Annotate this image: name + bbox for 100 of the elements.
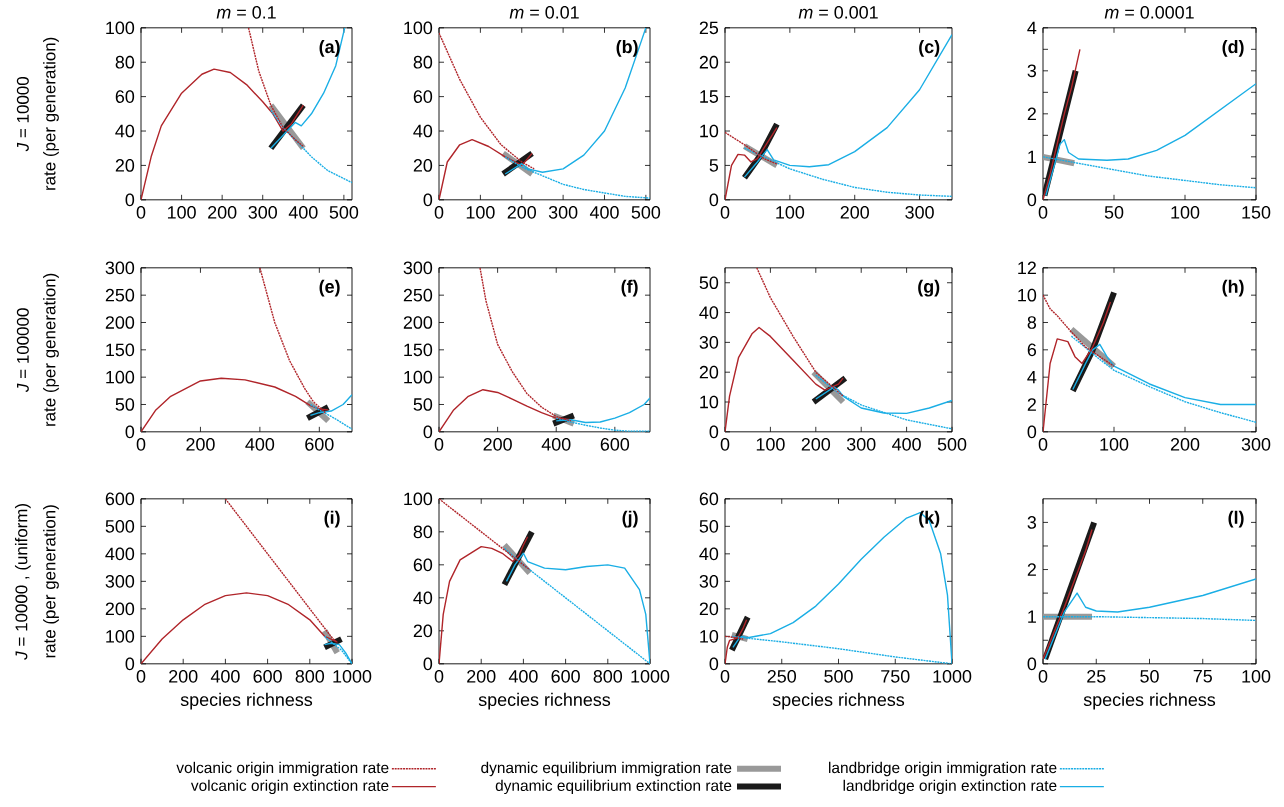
x-tick-label: 500 xyxy=(329,206,359,219)
y-tick-label: 20 xyxy=(699,55,719,69)
x-tick-label: 400 xyxy=(541,438,571,451)
x-axis-title: species richness xyxy=(772,692,905,710)
y-tick-label: 10 xyxy=(700,395,719,409)
x-tick-label: 1000 xyxy=(333,670,372,683)
y-tick-label: 0 xyxy=(709,193,719,207)
y-tick-label: 0 xyxy=(423,657,433,671)
x-tick-label: 0 xyxy=(1038,438,1048,451)
x-tick-label: 0 xyxy=(1038,206,1048,219)
y-tick-label: 3 xyxy=(1027,516,1037,529)
x-axis-title: species richness xyxy=(1083,692,1216,710)
text: J = 100000 xyxy=(16,308,29,393)
y-tick-label: 2 xyxy=(1027,107,1036,121)
chart-title: m = 0.01 xyxy=(509,6,579,19)
x-tick-label: 100 xyxy=(466,206,495,219)
x-tick-label: 400 xyxy=(245,438,275,451)
y-tick-label: 400 xyxy=(105,547,135,561)
y-tick-label: 0 xyxy=(709,657,719,671)
y-tick-label: 1 xyxy=(1028,610,1036,623)
y-axis-title: rate (per generation) xyxy=(43,37,59,190)
y-tick-label: 30 xyxy=(699,336,719,349)
annotation: (i) xyxy=(324,510,340,528)
y-tick-label: 50 xyxy=(115,398,135,411)
y-tick-label: 300 xyxy=(105,261,135,275)
legend-label: dynamic equilibrium extinction rate xyxy=(495,779,732,795)
x-tick-label: 25 xyxy=(1087,670,1106,683)
x-tick-label: 400 xyxy=(589,206,619,219)
y-tick-label: 2 xyxy=(1027,398,1036,411)
y-tick-label: 200 xyxy=(105,316,135,329)
y-tick-label: 8 xyxy=(1027,316,1037,329)
y-tick-label: 0 xyxy=(125,657,135,671)
legend-label: landbridge origin extinction rate xyxy=(843,779,1057,795)
y-tick-label: 40 xyxy=(413,591,433,605)
x-tick-label: 200 xyxy=(801,438,831,451)
y-tick-label: 300 xyxy=(403,261,433,275)
chart-title: m = 0.1 xyxy=(216,6,276,19)
y-axis-title: rate (per generation) xyxy=(43,273,59,426)
x-tick-label: 600 xyxy=(253,670,282,683)
x-tick-label: 400 xyxy=(892,438,921,451)
y-tick-label: 100 xyxy=(404,492,433,506)
y-tick-label: 20 xyxy=(699,365,719,379)
y-tick-label: 10 xyxy=(700,124,719,138)
x-tick-label: 500 xyxy=(631,206,661,219)
y-tick-label: 20 xyxy=(413,624,433,638)
x-tick-label: 200 xyxy=(507,206,537,219)
y-axis-title: rate (per generation) xyxy=(43,505,59,658)
x-tick-label: 300 xyxy=(905,206,934,219)
y-tick-label: 250 xyxy=(105,288,135,302)
y-tick-label: 20 xyxy=(115,159,135,172)
x-tick-label: 0 xyxy=(434,438,444,451)
text: J = 10000 xyxy=(16,77,29,152)
y-tick-label: 5 xyxy=(709,159,719,172)
x-tick-label: 200 xyxy=(186,438,215,451)
x-tick-label: 100 xyxy=(1171,206,1200,219)
x-tick-label: 600 xyxy=(305,438,334,451)
chart-title: m = 0.001 xyxy=(798,6,878,19)
x-tick-label: 0 xyxy=(136,438,146,451)
annotation: (g) xyxy=(918,279,940,297)
y-tick-label: 40 xyxy=(699,547,719,561)
x-tick-label: 300 xyxy=(1241,438,1271,451)
x-tick-label: 0 xyxy=(136,206,146,219)
x-tick-label: 200 xyxy=(467,670,496,683)
y-tick-label: 0 xyxy=(1027,425,1037,439)
x-tick-label: 100 xyxy=(776,206,805,219)
x-tick-label: 1000 xyxy=(631,670,670,683)
y-tick-label: 50 xyxy=(699,520,719,533)
y-tick-label: 100 xyxy=(404,21,433,35)
x-tick-label: 0 xyxy=(720,670,730,683)
legend-label: landbridge origin immigration rate xyxy=(829,761,1057,777)
x-tick-label: 100 xyxy=(167,206,196,219)
y-tick-label: 40 xyxy=(115,124,135,138)
y-tick-label: 500 xyxy=(105,520,135,533)
x-tick-label: 0 xyxy=(720,206,730,219)
y-tick-label: 150 xyxy=(404,343,433,357)
y-tick-label: 2 xyxy=(1027,563,1036,576)
x-tick-label: 400 xyxy=(210,670,240,683)
x-tick-label: 400 xyxy=(288,206,318,219)
y-tick-label: 100 xyxy=(106,370,135,384)
x-tick-label: 200 xyxy=(208,206,237,219)
legend-label: volcanic origin immigration rate xyxy=(176,761,389,777)
x-tick-label: 1000 xyxy=(933,670,972,683)
legend-label: dynamic equilibrium immigration rate xyxy=(481,761,732,777)
y-tick-label: 20 xyxy=(699,602,719,616)
annotation: (a) xyxy=(319,40,340,57)
x-tick-label: 800 xyxy=(593,670,623,683)
y-tick-label: 10 xyxy=(1018,288,1037,302)
y-tick-label: 100 xyxy=(106,21,135,35)
x-tick-label: 300 xyxy=(548,206,578,219)
x-tick-label: 0 xyxy=(136,670,146,683)
annotation: (b) xyxy=(616,40,638,57)
annotation: (f) xyxy=(621,279,638,297)
y-tick-label: 100 xyxy=(106,630,135,643)
y-tick-label: 12 xyxy=(1018,261,1036,275)
annotation: (e) xyxy=(319,279,340,297)
x-axis-title: species richness xyxy=(478,692,611,710)
x-tick-label: 0 xyxy=(720,438,730,451)
x-tick-label: 100 xyxy=(1242,670,1271,683)
y-tick-label: 40 xyxy=(699,306,719,319)
x-tick-label: 150 xyxy=(1242,206,1271,219)
